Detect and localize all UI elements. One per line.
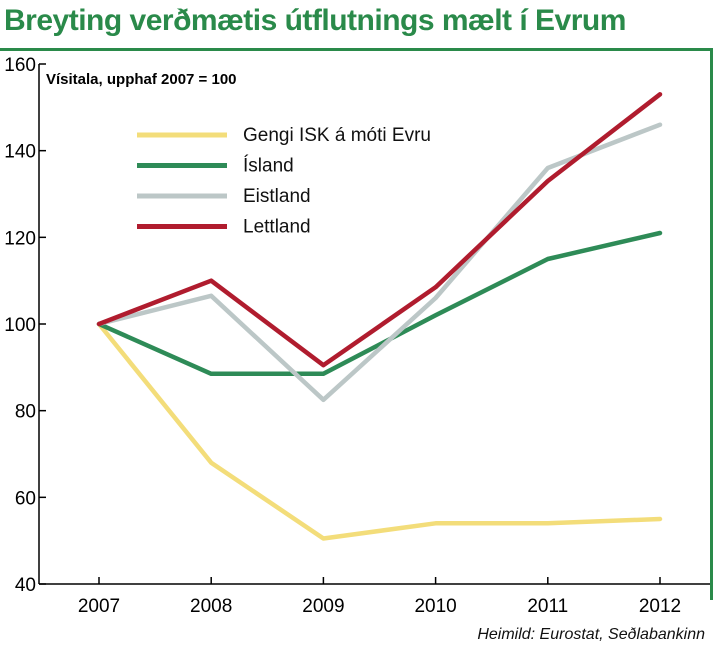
x-tick-label: 2010	[414, 596, 456, 617]
y-tick-label: 40	[15, 575, 36, 596]
x-ticks: 2007 2008 2009 2010 2011 2012	[78, 577, 681, 617]
source-note: Heimild: Eurostat, Seðlabankinn	[477, 626, 705, 643]
legend-label-eistland: Eistland	[243, 186, 311, 207]
y-tick-label: 160	[4, 55, 36, 76]
y-tick-label: 120	[4, 228, 36, 249]
x-tick-label: 2011	[527, 596, 568, 617]
x-tick-label: 2007	[78, 596, 120, 617]
x-tick-label: 2008	[190, 596, 232, 617]
series-line-eistland	[96, 122, 663, 403]
y-axis-label: Vísitala, upphaf 2007 = 100	[46, 71, 237, 88]
legend: Gengi ISK á móti Evru Ísland Eistland Lettl…	[137, 125, 431, 238]
series-line-gengi-isk-m-ti-evru	[96, 321, 663, 541]
x-tick-label: 2009	[302, 596, 344, 617]
series-lines	[96, 92, 663, 541]
legend-label-lettland: Lettland	[243, 217, 311, 238]
y-tick-label: 100	[4, 315, 36, 336]
frame-right-border	[710, 48, 713, 600]
y-tick-label: 140	[4, 142, 36, 163]
x-tick-label: 2012	[639, 596, 681, 617]
series-line-lettland	[96, 92, 663, 368]
legend-label-gengi-isk-m-ti-evru: Gengi ISK á móti Evru	[243, 125, 431, 146]
y-tick-label: 60	[15, 488, 36, 509]
y-tick-label: 80	[15, 402, 36, 423]
series-line-sland	[96, 230, 663, 377]
chart-title: Breyting verðmætis útflutnings mælt í Ev…	[4, 4, 626, 37]
title-divider	[0, 48, 713, 51]
y-ticks: 40 60 80 100 120 140 160	[4, 55, 46, 596]
legend-label-sland: Ísland	[243, 156, 294, 177]
